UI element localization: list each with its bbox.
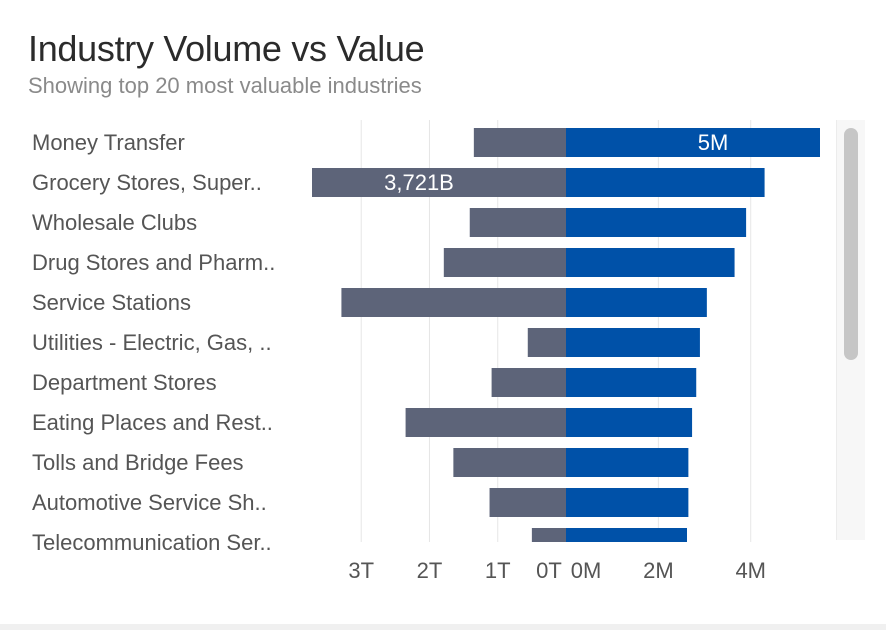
chart-subtitle: Showing top 20 most valuable industries — [28, 73, 422, 98]
category-label: Utilities - Electric, Gas, .. — [32, 330, 272, 355]
volume-bar[interactable] — [405, 408, 566, 437]
value-bar[interactable] — [566, 328, 700, 357]
value-data-label: 5M — [698, 130, 729, 155]
volume-bar[interactable] — [341, 288, 566, 317]
value-bar[interactable] — [566, 528, 687, 542]
right-axis-tick-label: 0M — [571, 558, 602, 583]
value-bar[interactable] — [566, 248, 735, 277]
left-axis-tick-label: 1T — [485, 558, 511, 583]
volume-bar[interactable] — [473, 128, 566, 157]
volume-data-label: 3,721B — [384, 170, 454, 195]
value-bar[interactable] — [566, 208, 747, 237]
volume-bar[interactable] — [453, 448, 566, 477]
value-bar[interactable] — [566, 368, 697, 397]
right-axis-tick-label: 2M — [643, 558, 674, 583]
category-label: Department Stores — [32, 370, 217, 395]
category-label: Automotive Service Sh.. — [32, 490, 267, 515]
volume-bar[interactable] — [312, 168, 566, 197]
volume-bar[interactable] — [527, 328, 566, 357]
volume-bar[interactable] — [491, 368, 566, 397]
left-axis-tick-label: 2T — [417, 558, 443, 583]
value-bar[interactable] — [566, 408, 693, 437]
left-axis-tick-label: 3T — [348, 558, 374, 583]
left-axis-tick-label: 0T — [536, 558, 562, 583]
value-bar[interactable] — [566, 128, 820, 157]
value-bar[interactable] — [566, 168, 765, 197]
category-label: Wholesale Clubs — [32, 210, 197, 235]
volume-bar[interactable] — [531, 528, 566, 542]
value-bar[interactable] — [566, 488, 689, 517]
category-label: Grocery Stores, Super.. — [32, 170, 262, 195]
value-bar[interactable] — [566, 288, 707, 317]
value-bar[interactable] — [566, 448, 689, 477]
scrollbar-thumb[interactable] — [844, 128, 858, 360]
volume-bar[interactable] — [443, 248, 566, 277]
right-axis-tick-label: 4M — [735, 558, 766, 583]
bottom-divider — [0, 624, 886, 630]
volume-bar[interactable] — [469, 208, 566, 237]
volume-bar[interactable] — [489, 488, 566, 517]
category-label: Drug Stores and Pharm.. — [32, 250, 275, 275]
category-label: Tolls and Bridge Fees — [32, 450, 244, 475]
chart-title: Industry Volume vs Value — [28, 28, 425, 69]
category-label: Eating Places and Rest.. — [32, 410, 273, 435]
category-label: Service Stations — [32, 290, 191, 315]
category-label: Telecommunication Ser.. — [32, 530, 272, 555]
category-label: Money Transfer — [32, 130, 185, 155]
